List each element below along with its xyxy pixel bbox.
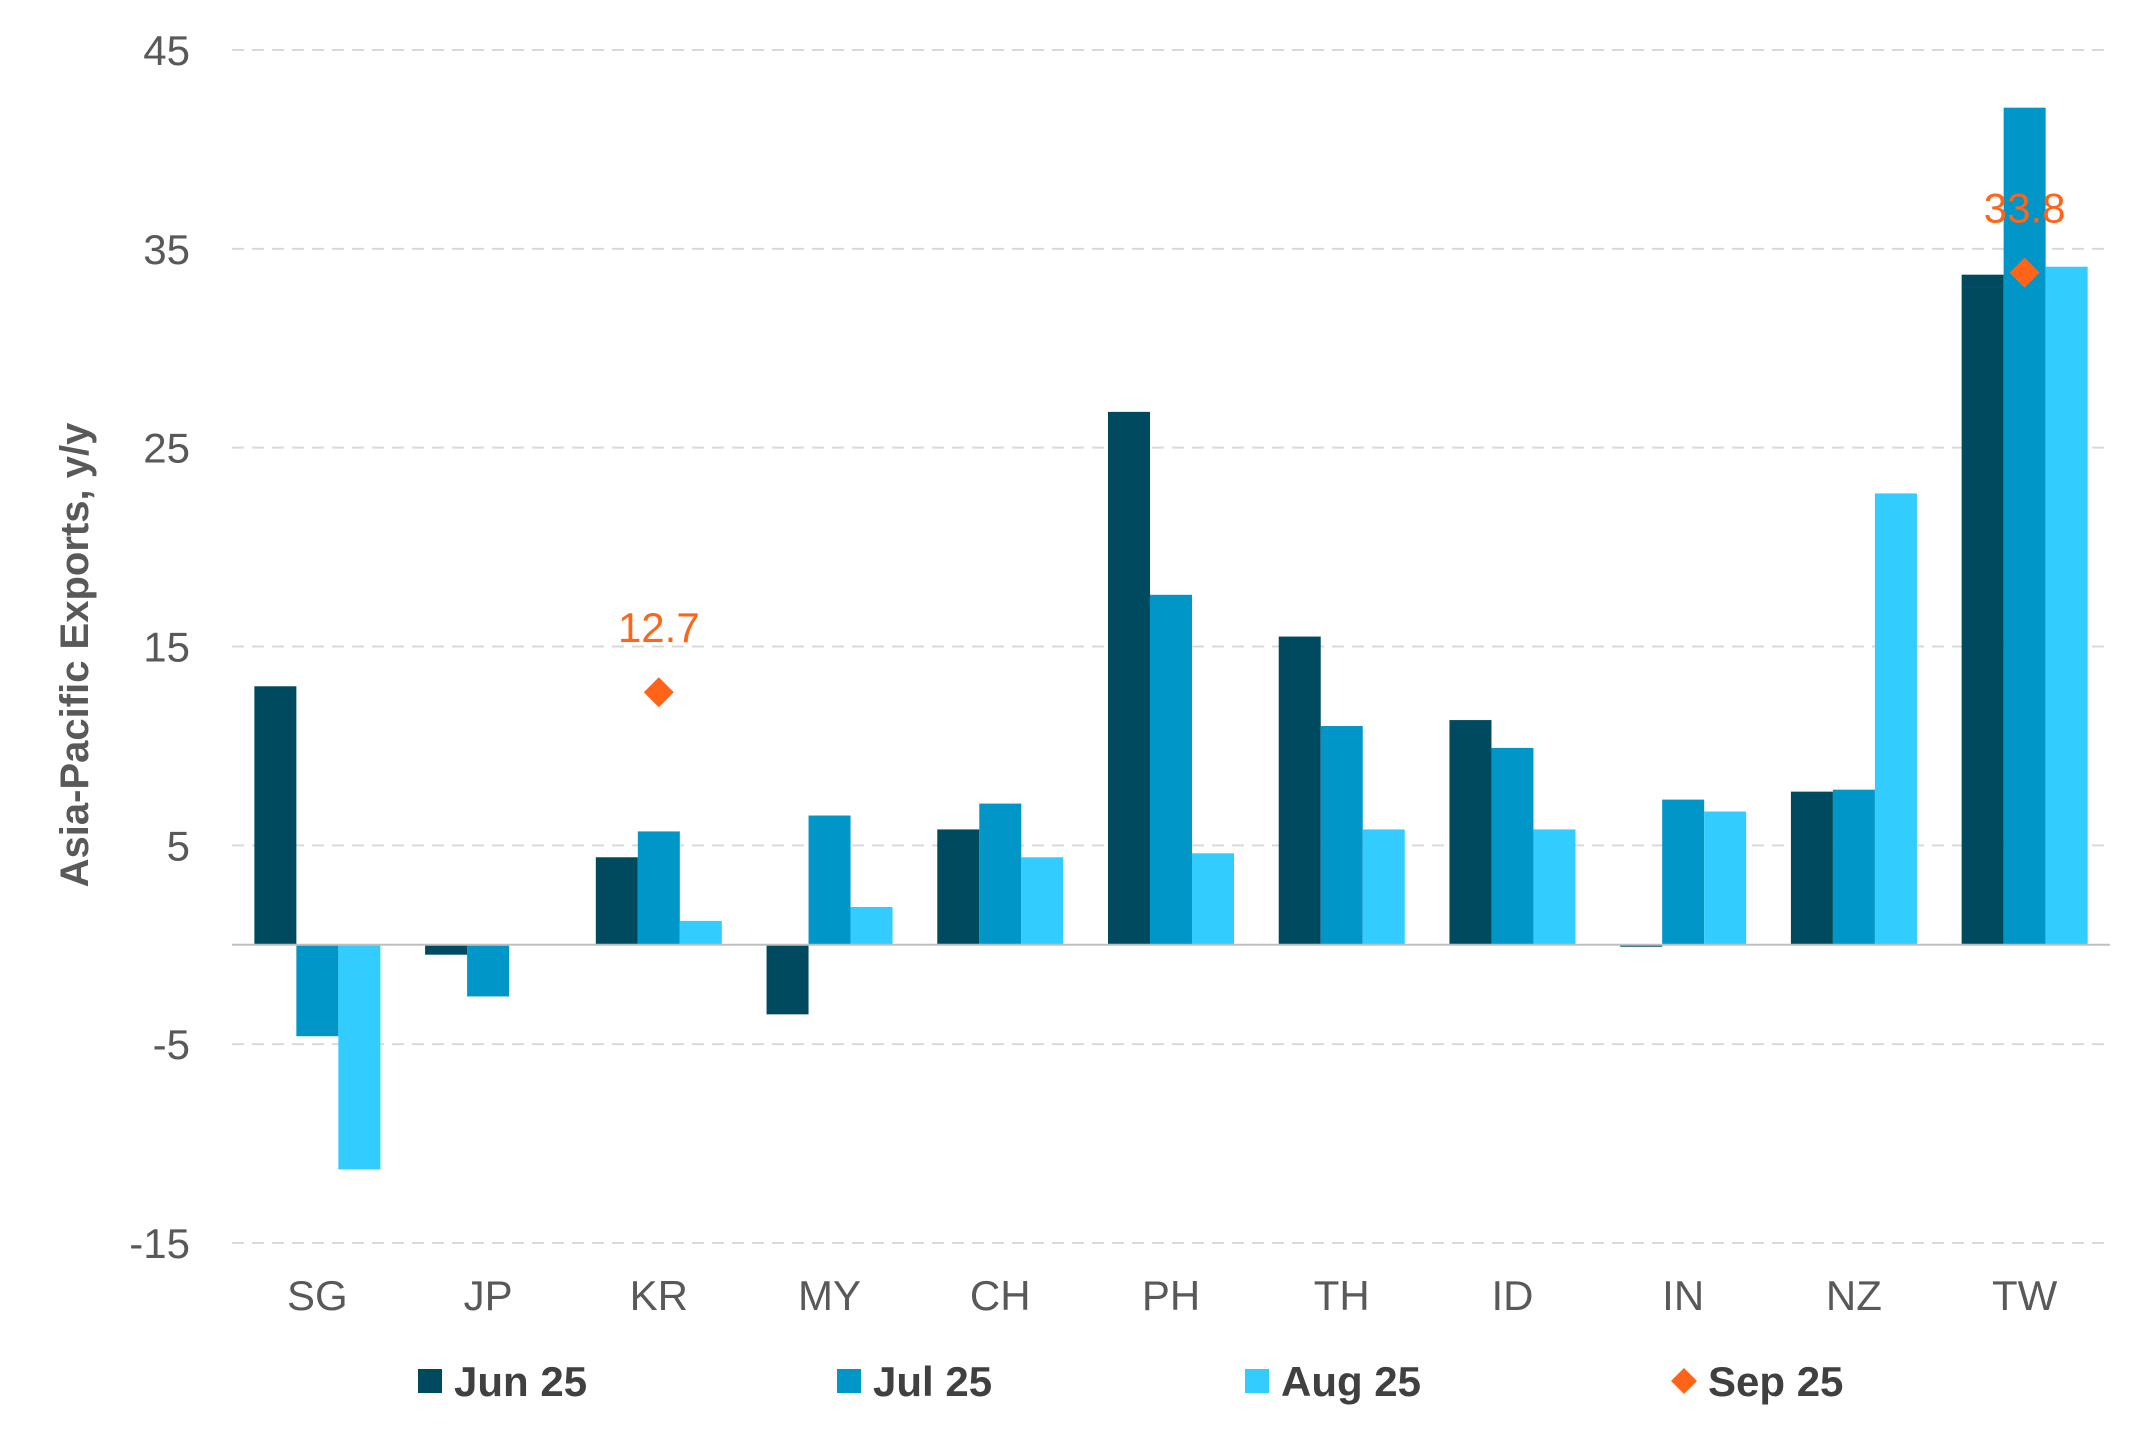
legend-swatch-aug-25 bbox=[1245, 1369, 1269, 1393]
bar-ch-jun-25 bbox=[937, 829, 980, 945]
bar-id-jul-25 bbox=[1491, 747, 1534, 945]
marker-tw-sep-25 bbox=[2009, 257, 2040, 288]
x-tick-label-jp: JP bbox=[464, 1272, 513, 1319]
bar-nz-aug-25 bbox=[1874, 493, 1917, 945]
bar-sg-jul-25 bbox=[296, 944, 339, 1037]
y-tick-label: 25 bbox=[143, 425, 190, 472]
bar-my-aug-25 bbox=[850, 906, 893, 945]
bar-id-jun-25 bbox=[1449, 720, 1492, 945]
x-tick-label-th: TH bbox=[1314, 1272, 1370, 1319]
bar-sg-jun-25 bbox=[254, 686, 297, 945]
bar-my-jun-25 bbox=[766, 944, 809, 1015]
bar-id-aug-25 bbox=[1533, 829, 1576, 945]
bar-jp-jun-25 bbox=[425, 944, 468, 955]
legend-label-jun-25: Jun 25 bbox=[454, 1358, 587, 1405]
data-label-kr: 12.7 bbox=[618, 604, 700, 651]
data-label-tw: 33.8 bbox=[1984, 185, 2066, 232]
legend-label-jul-25: Jul 25 bbox=[873, 1358, 992, 1405]
legend-swatch-sep-25 bbox=[1671, 1368, 1697, 1394]
x-tick-label-kr: KR bbox=[630, 1272, 688, 1319]
y-tick-label: -5 bbox=[153, 1021, 190, 1068]
legend: Jun 25 Jul 25 Aug 25 Sep 25 bbox=[418, 1358, 1843, 1405]
bar-nz-jul-25 bbox=[1832, 789, 1875, 945]
x-tick-label-id: ID bbox=[1491, 1272, 1533, 1319]
y-axis-title: Asia-Pacific Exports, y/y bbox=[53, 422, 97, 887]
bar-th-aug-25 bbox=[1362, 829, 1405, 945]
bar-kr-aug-25 bbox=[679, 920, 722, 945]
x-tick-label-nz: NZ bbox=[1826, 1272, 1882, 1319]
bar-kr-jun-25 bbox=[595, 857, 638, 945]
legend-label-sep-25: Sep 25 bbox=[1708, 1358, 1843, 1405]
legend-label-aug-25: Aug 25 bbox=[1281, 1358, 1421, 1405]
y-axis-ticks: 45 35 25 15 5 -5 -15 bbox=[129, 27, 190, 1267]
y-tick-label: 35 bbox=[143, 226, 190, 273]
bar-tw-jul-25 bbox=[2003, 107, 2046, 945]
bar-nz-jun-25 bbox=[1790, 791, 1833, 945]
sep-markers: 12.7 33.8 bbox=[618, 185, 2066, 708]
bar-kr-jul-25 bbox=[637, 831, 680, 945]
x-tick-label-ph: PH bbox=[1142, 1272, 1200, 1319]
bar-tw-jun-25 bbox=[1961, 274, 2004, 945]
x-tick-label-my: MY bbox=[798, 1272, 861, 1319]
x-tick-label-tw: TW bbox=[1992, 1272, 2058, 1319]
legend-swatch-jul-25 bbox=[837, 1369, 861, 1393]
bar-sg-aug-25 bbox=[338, 944, 381, 1170]
legend-swatch-jun-25 bbox=[418, 1369, 442, 1393]
x-axis-labels: SG JP KR MY CH PH TH ID IN NZ TW bbox=[287, 1272, 2058, 1319]
bar-in-aug-25 bbox=[1704, 811, 1747, 945]
bar-in-jul-25 bbox=[1662, 799, 1705, 945]
y-tick-label: -15 bbox=[129, 1220, 190, 1267]
y-tick-label: 15 bbox=[143, 624, 190, 671]
bar-tw-aug-25 bbox=[2045, 266, 2088, 945]
bar-ch-jul-25 bbox=[979, 803, 1022, 945]
bar-ch-aug-25 bbox=[1021, 857, 1064, 945]
bar-th-jul-25 bbox=[1320, 726, 1363, 945]
x-tick-label-in: IN bbox=[1662, 1272, 1704, 1319]
x-tick-label-sg: SG bbox=[287, 1272, 348, 1319]
bar-ph-jul-25 bbox=[1150, 594, 1192, 945]
bar-ph-jun-25 bbox=[1108, 411, 1150, 945]
bar-my-jul-25 bbox=[808, 815, 851, 945]
marker-kr-sep-25 bbox=[643, 677, 674, 708]
bar-ph-aug-25 bbox=[1192, 853, 1234, 945]
bar-th-jun-25 bbox=[1278, 636, 1321, 945]
bars bbox=[254, 107, 2088, 1170]
x-tick-label-ch: CH bbox=[970, 1272, 1031, 1319]
bar-jp-jul-25 bbox=[467, 944, 510, 997]
y-tick-label: 5 bbox=[167, 822, 190, 869]
y-tick-label: 45 bbox=[143, 27, 190, 74]
